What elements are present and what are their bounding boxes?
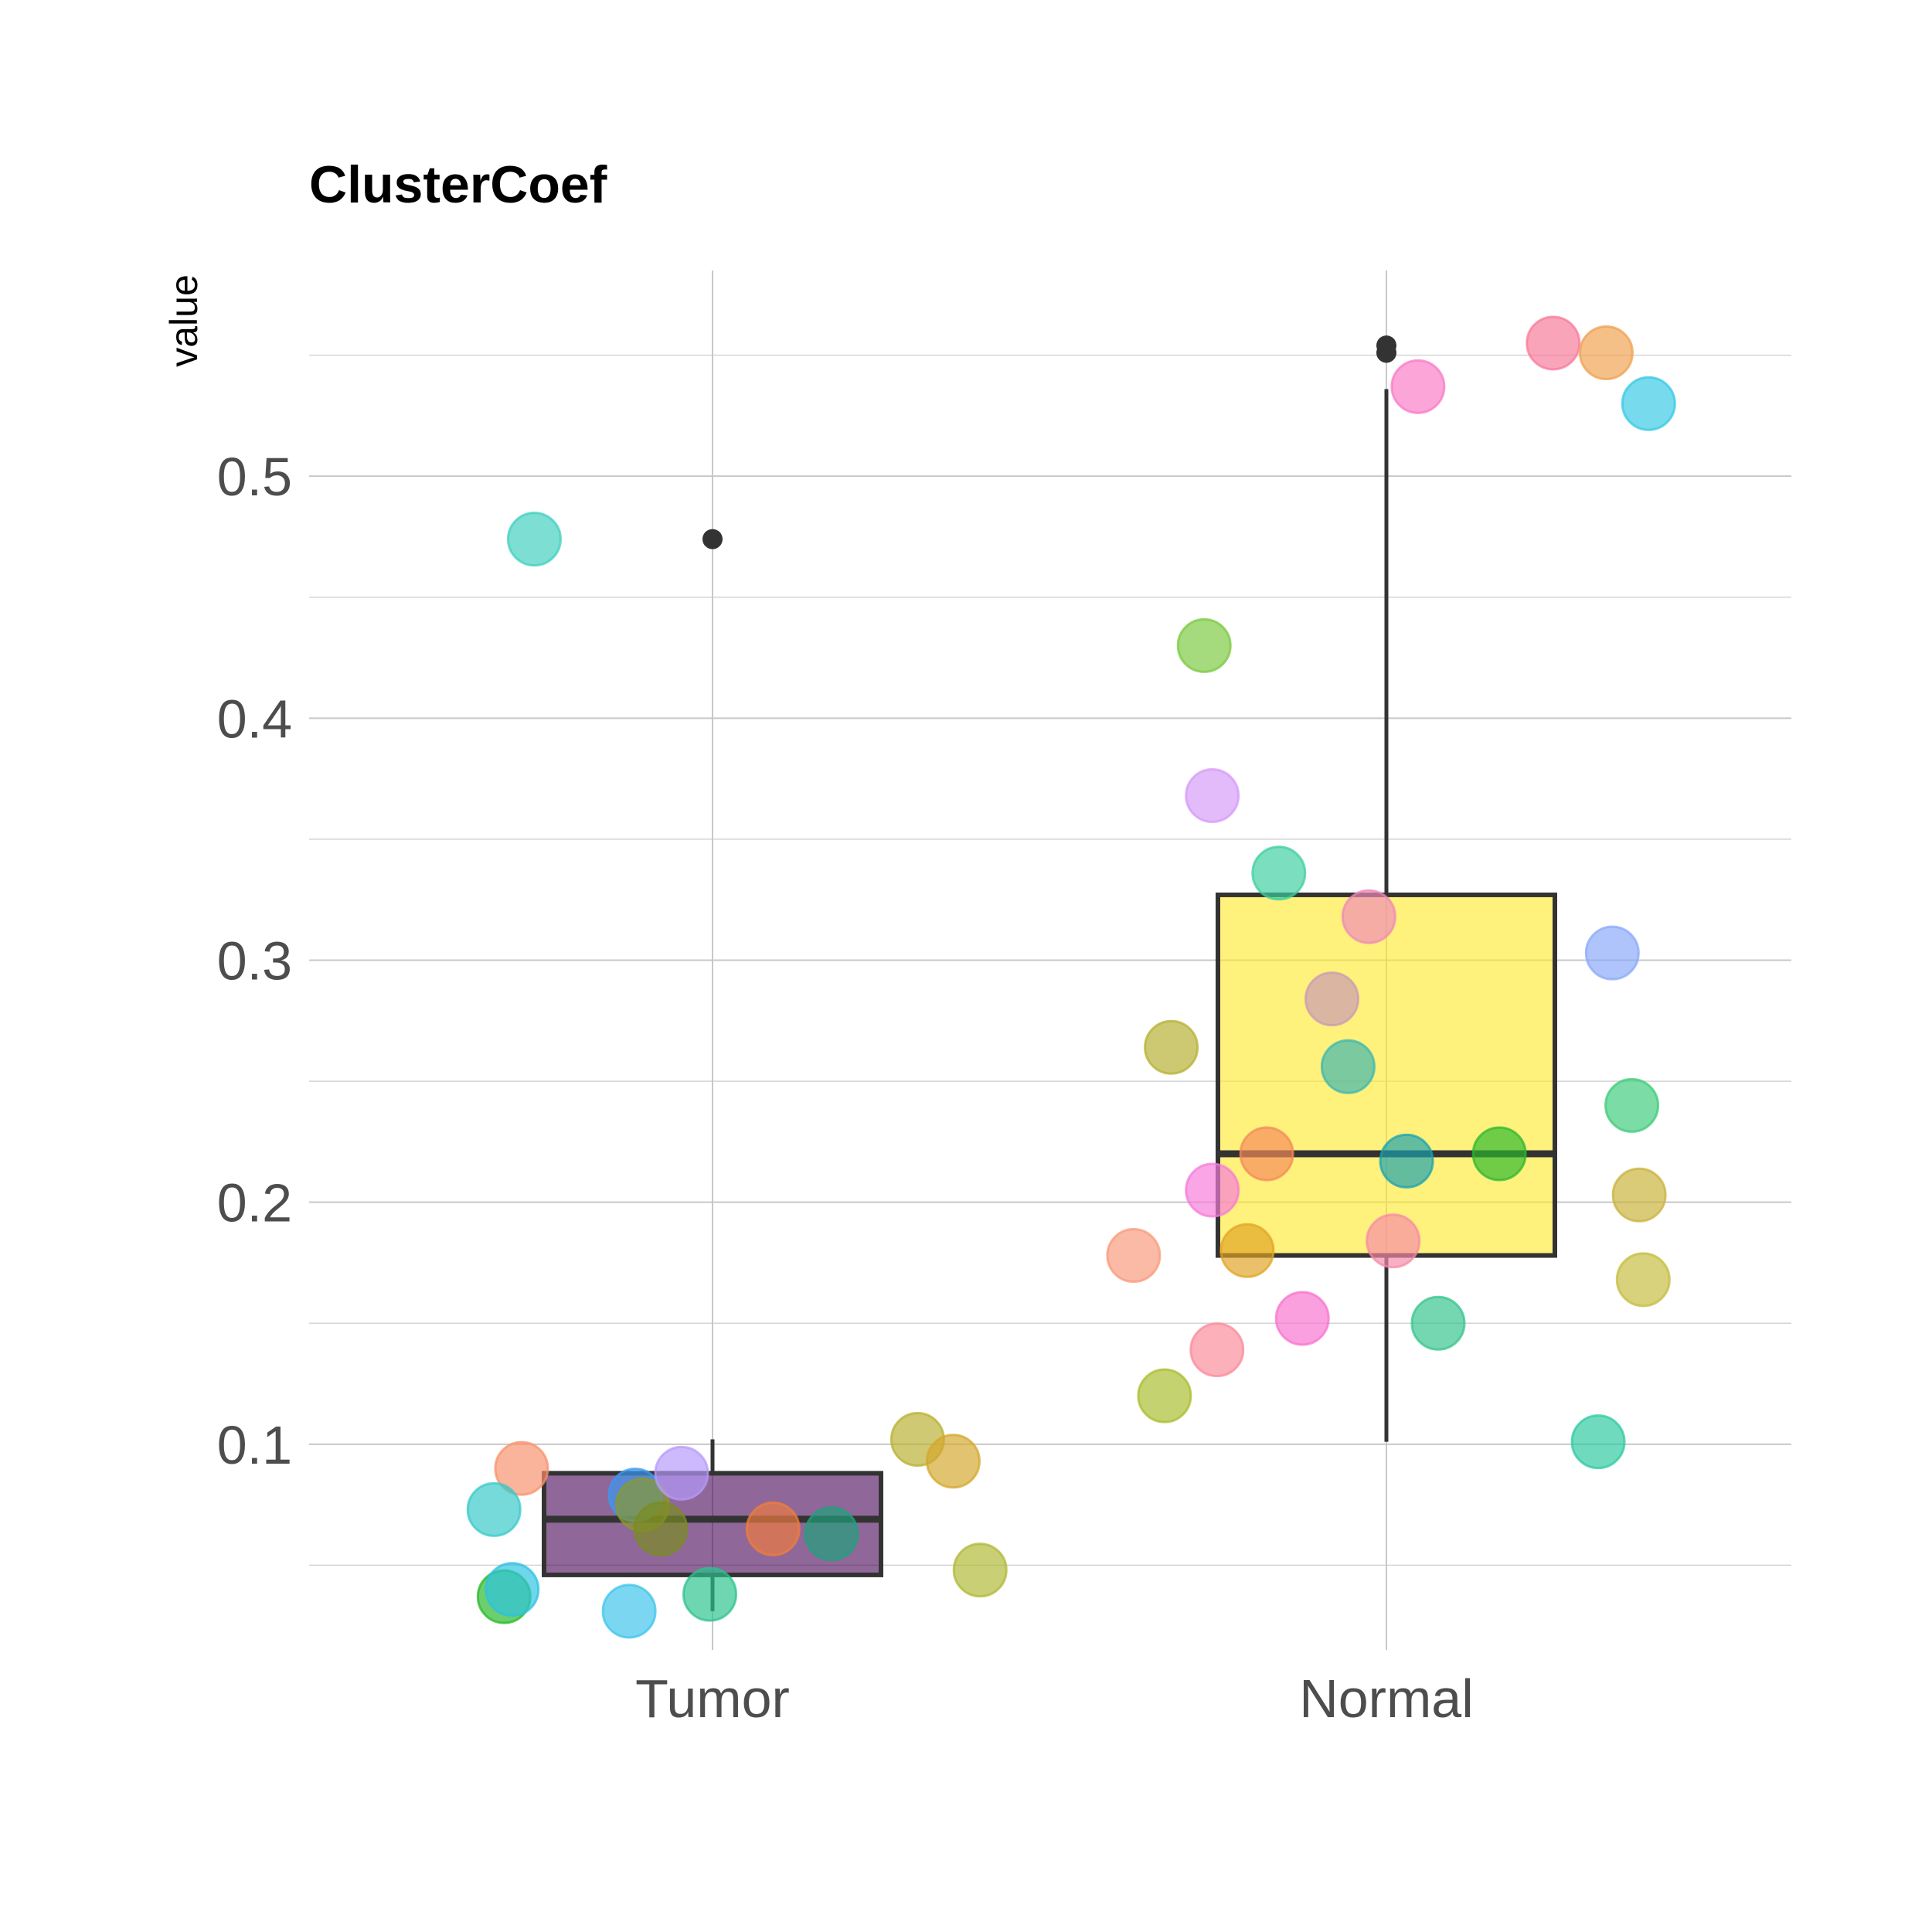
data-point [1144,1019,1199,1075]
axis-labels: 0.1 0.2 0.3 0.4 0.5 Tumor Normal [217,447,1474,1729]
jitter-points [466,315,1676,1639]
data-point [1526,315,1581,371]
data-point [1611,1167,1667,1223]
data-point [1584,925,1640,981]
data-point [925,1434,981,1489]
data-point [682,1566,738,1622]
y-tick-label: 0.3 [217,931,292,992]
y-tick-label: 0.1 [217,1415,292,1475]
data-point [1341,889,1396,944]
data-point [1570,1414,1626,1470]
data-point [1604,1077,1660,1133]
data-point [601,1583,657,1639]
data-point [466,1481,522,1537]
data-point [1379,1133,1434,1189]
data-point [1390,359,1446,414]
data-point [1578,325,1634,380]
data-point [506,512,562,567]
data-point [494,1440,549,1496]
data-point [1366,1213,1421,1269]
box-iqr [1216,892,1557,1258]
data-point [654,1445,709,1501]
data-point [633,1501,689,1556]
x-tick-label-normal: Normal [1299,1668,1474,1729]
data-point [1410,1295,1466,1351]
data-point [1137,1368,1192,1423]
data-point [1471,1126,1527,1182]
data-point [1320,1039,1376,1094]
y-axis-label: value [162,274,206,367]
y-tick-label: 0.4 [217,689,292,749]
data-point [1219,1223,1275,1278]
data-point [1251,845,1307,901]
outlier-point [702,529,723,549]
y-tick-label: 0.5 [217,447,292,507]
data-point [485,1562,540,1617]
data-point [1189,1322,1245,1378]
data-point [745,1501,801,1556]
data-point [1239,1126,1294,1182]
data-point [1176,617,1232,673]
data-point [952,1543,1008,1598]
chart-title: ClusterCoef [309,155,607,214]
data-point [1185,768,1240,824]
data-point [1185,1162,1240,1218]
data-point [1274,1291,1330,1346]
data-point [1304,971,1360,1027]
data-point [1615,1252,1671,1308]
outlier-point [1376,335,1396,356]
boxplots [542,335,1557,1611]
x-tick-label-tumor: Tumor [635,1668,790,1729]
data-point [1106,1228,1162,1284]
boxplot-normal [1216,335,1557,1442]
data-point [1621,376,1676,431]
data-point [804,1506,859,1562]
y-tick-label: 0.2 [217,1173,292,1233]
grid [309,270,1791,1650]
